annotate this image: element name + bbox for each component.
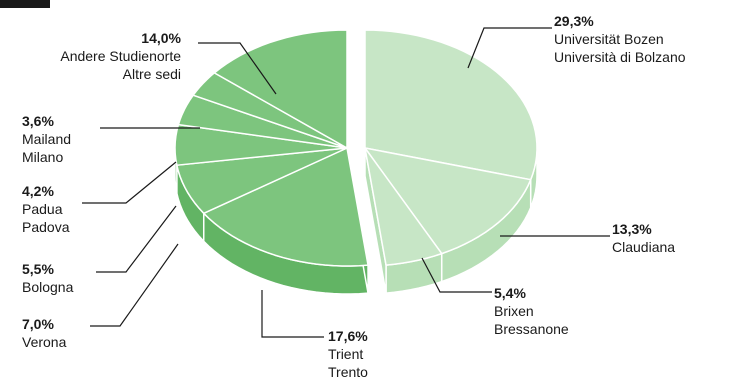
slice-labels: 29,3% Universität Bozen Università di Bolz… (22, 13, 686, 380)
leader-trient (261, 290, 324, 338)
value-label-claudiana: 13,3% (612, 221, 652, 237)
category-label-andere-studienorte-1: Andere Studienorte (60, 48, 181, 64)
slice-mailand (192, 72, 348, 149)
leader-bologna (96, 205, 177, 273)
value-label-mailand: 3,6% (22, 113, 54, 129)
category-label-brixen-1: Brixen (494, 303, 534, 319)
slice-padua (177, 94, 348, 149)
slice-trient (202, 147, 369, 267)
category-label-universitat-bozen-1: Universität Bozen (554, 31, 664, 47)
value-label-andere-studienorte: 14,0% (141, 30, 181, 46)
leader-universitat-bozen (467, 27, 552, 69)
slice-brixen (364, 147, 443, 266)
slice-claudiana (364, 147, 532, 255)
slice-verona (176, 147, 348, 215)
value-label-brixen: 5,4% (494, 285, 526, 301)
leader-padua (82, 161, 177, 204)
category-label-trient-1: Trient (328, 346, 363, 362)
category-label-brixen-2: Bressanone (494, 321, 569, 337)
category-label-padua-1: Padua (22, 201, 63, 217)
slice-andere-studienorte (213, 29, 348, 149)
category-label-universitat-bozen-2: Università di Bolzano (554, 49, 686, 65)
category-label-trient-2: Trento (328, 364, 368, 380)
category-label-andere-studienorte-2: Altre sedi (123, 66, 181, 82)
category-label-verona-1: Verona (22, 334, 67, 350)
category-label-claudiana-1: Claudiana (612, 239, 675, 255)
category-label-mailand-1: Mailand (22, 131, 71, 147)
category-label-mailand-2: Milano (22, 149, 63, 165)
leader-andere-studienorte (198, 42, 277, 95)
value-label-trient: 17,6% (328, 328, 368, 344)
corner-bar (0, 0, 50, 8)
category-label-bologna-1: Bologna (22, 279, 74, 295)
value-label-bologna: 5,5% (22, 261, 54, 277)
leader-lines (82, 27, 610, 338)
slice-universitat-bozen (364, 29, 538, 181)
value-label-padua: 4,2% (22, 183, 54, 199)
pie-top-faces (174, 29, 538, 267)
leader-verona (90, 243, 179, 327)
category-label-padua-2: Padova (22, 219, 70, 235)
value-label-verona: 7,0% (22, 316, 54, 332)
leader-brixen (421, 257, 492, 293)
value-label-universitat-bozen: 29,3% (554, 13, 594, 29)
